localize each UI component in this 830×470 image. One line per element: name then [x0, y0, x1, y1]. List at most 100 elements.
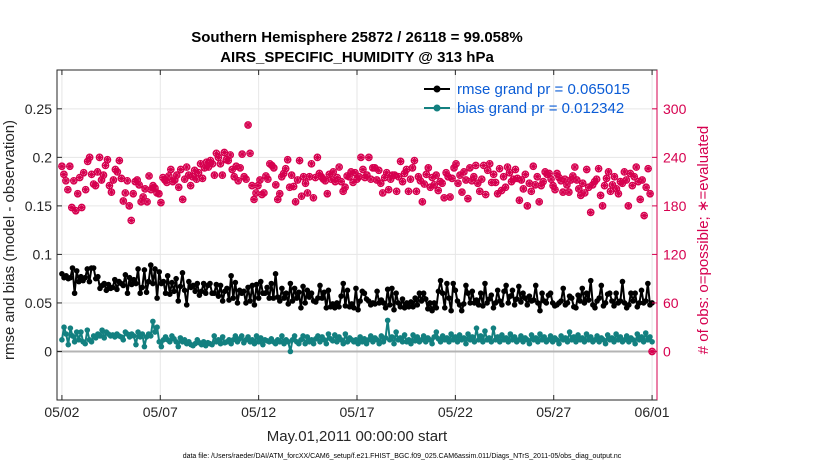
obs-evaluated-mark: [391, 171, 398, 179]
obs-evaluated-mark: [403, 166, 410, 173]
legend-rmse-marker: [433, 85, 441, 93]
obs-marker: [190, 166, 199, 175]
obs-evaluated-mark: [173, 171, 181, 179]
obs-evaluated-mark: [310, 194, 317, 202]
bias-point: [59, 337, 65, 343]
rmse-point: [323, 304, 330, 311]
obs-evaluated-mark: [432, 171, 440, 179]
obs-evaluated-mark: [583, 166, 591, 173]
obs-marker: [491, 178, 500, 187]
obs-evaluated-mark: [298, 192, 305, 200]
left-y-ticks: 0 0.05 0.1 0.15 0.2 0.25: [25, 101, 62, 359]
obs-marker: [236, 164, 245, 172]
obs-marker: [598, 202, 607, 210]
bias-point: [518, 333, 524, 339]
rmse-point: [95, 273, 101, 280]
obs-evaluated-mark: [121, 189, 129, 197]
obs-marker: [553, 169, 561, 178]
obs-marker: [412, 187, 421, 196]
rmse-point: [414, 302, 421, 308]
obs-marker: [398, 177, 407, 186]
rmse-point: [179, 270, 186, 276]
rmse-point: [503, 282, 509, 289]
obs-evaluated-mark: [193, 175, 200, 183]
obs-marker: [271, 181, 280, 189]
obs-marker: [569, 172, 577, 180]
obs-evaluated-mark: [302, 179, 309, 187]
bias-point: [547, 333, 554, 339]
obs-marker: [234, 176, 243, 185]
obs-marker: [180, 175, 189, 184]
legend-bias-label: bias grand pr = 0.012342: [457, 100, 624, 117]
obs-marker: [489, 170, 498, 179]
bias-point: [437, 338, 444, 345]
obs-evaluated-mark: [460, 168, 468, 176]
bias-point: [526, 340, 533, 347]
rmse-point: [560, 285, 567, 292]
obs-evaluated-mark: [80, 169, 88, 177]
rmse-point: [247, 298, 253, 304]
obs-evaluated-mark: [613, 185, 620, 193]
obs-marker: [430, 181, 439, 189]
obs-evaluated-mark: [607, 188, 614, 195]
obs-evaluated-mark: [110, 176, 117, 184]
obs-evaluated-mark: [155, 190, 163, 198]
bias-point: [401, 332, 408, 338]
obs-evaluated-mark: [569, 172, 577, 180]
obs-evaluated-mark: [474, 179, 482, 187]
bias-point: [84, 327, 91, 333]
rmse-point: [621, 300, 628, 306]
rmse-point: [463, 282, 469, 289]
obs-evaluated-mark: [167, 166, 175, 173]
rmse-point: [636, 300, 643, 306]
obs-marker: [563, 181, 571, 189]
obs-evaluated-mark: [440, 194, 448, 202]
bias-point: [175, 343, 182, 350]
obs-evaluated-mark: [232, 162, 240, 170]
obs-evaluated-mark: [423, 171, 430, 178]
obs-evaluated-mark: [490, 171, 497, 178]
obs-marker: [533, 172, 542, 181]
bias-point: [88, 338, 95, 345]
obs-marker: [295, 156, 304, 165]
bias-point: [71, 338, 78, 345]
bias-point: [571, 334, 577, 340]
rmse-point: [465, 290, 471, 297]
bias-point: [465, 331, 471, 337]
rmse-point: [577, 298, 583, 304]
bias-point: [291, 333, 298, 339]
rmse-point: [141, 267, 148, 273]
obs-evaluated-mark: [264, 175, 272, 183]
obs-marker: [481, 190, 490, 199]
obs-marker: [464, 194, 472, 203]
bias-point: [581, 338, 588, 345]
bias-point: [490, 325, 497, 331]
rmse-point: [357, 298, 363, 304]
rmse-point: [382, 304, 389, 311]
obs-marker: [370, 164, 379, 172]
rmse-point: [331, 304, 338, 311]
obs-marker: [303, 189, 312, 197]
rmse-point: [228, 272, 234, 279]
obs-evaluated-mark: [375, 166, 383, 174]
obs-evaluated-mark: [472, 162, 480, 169]
obs-evaluated-mark: [280, 170, 288, 177]
rmse-point: [642, 298, 649, 304]
obs-evaluated-mark: [539, 178, 547, 185]
obs-marker: [473, 179, 482, 188]
rmse-point: [579, 285, 586, 292]
obs-evaluated-mark: [276, 190, 284, 198]
obs-evaluated-mark: [137, 198, 145, 206]
bias-point: [63, 331, 69, 337]
obs-evaluated-mark: [512, 166, 519, 173]
obs-marker: [256, 176, 264, 184]
obs-evaluated-mark: [498, 187, 505, 194]
obs-marker: [307, 159, 316, 168]
obs-marker: [602, 174, 611, 183]
bias-point: [65, 341, 72, 348]
rmse-point: [289, 298, 296, 304]
obs-marker: [576, 191, 585, 200]
obs-marker: [400, 169, 409, 178]
rmse-point: [439, 290, 446, 297]
obs-evaluated-mark: [286, 183, 293, 191]
